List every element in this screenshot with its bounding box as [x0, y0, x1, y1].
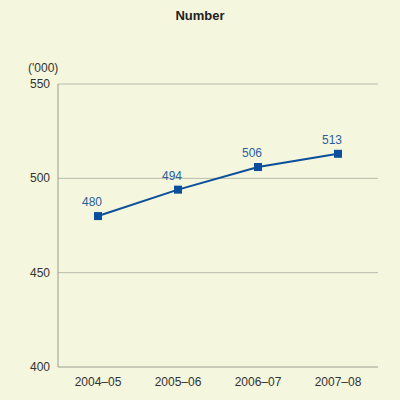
chart-container: Number ('000) 400 450 500 550 2004–05 2005–06 20…: [0, 0, 400, 400]
line: [98, 154, 338, 216]
grid-line: [58, 272, 378, 273]
marker: [334, 150, 342, 158]
plot-area: [94, 150, 342, 220]
x-tick-label: 2007–08: [315, 375, 362, 389]
data-label: 494: [162, 169, 182, 183]
chart: Number ('000) 400 450 500 550 2004–05 2005–06 20…: [0, 0, 400, 400]
data-label: 513: [322, 133, 342, 147]
y-tick-label: 450: [30, 266, 50, 280]
marker: [254, 163, 262, 171]
data-label: 480: [82, 195, 102, 209]
x-tick-label: 2004–05: [75, 375, 122, 389]
marker: [94, 212, 102, 220]
data-label: 506: [242, 146, 262, 160]
title: Number: [175, 8, 224, 23]
y-tick-label: 500: [30, 171, 50, 185]
y-tick-label: 550: [30, 77, 50, 91]
y-axis-label: ('000): [28, 61, 58, 75]
marker: [174, 186, 182, 194]
x-tick-label: 2005–06: [155, 375, 202, 389]
x-tick-label: 2006–07: [235, 375, 282, 389]
y-tick-label: 400: [30, 360, 50, 374]
y-axis: [58, 84, 59, 367]
grid-line: [58, 84, 378, 85]
x-axis: [58, 367, 378, 368]
